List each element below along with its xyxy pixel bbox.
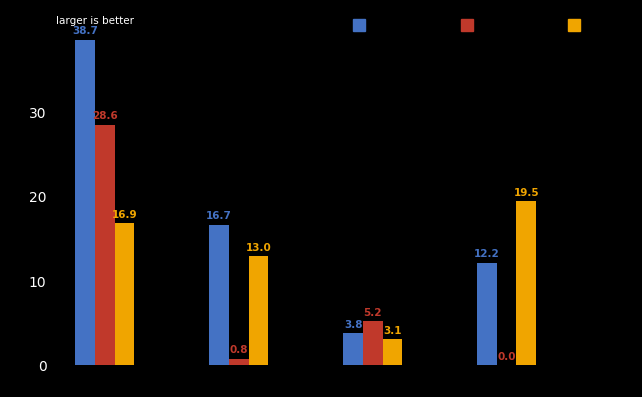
Text: 3.1: 3.1	[383, 326, 402, 336]
Text: 12.2: 12.2	[474, 249, 500, 259]
Bar	[115, 223, 134, 365]
Text: 3.8: 3.8	[344, 320, 362, 330]
Bar	[229, 358, 248, 365]
Bar	[517, 201, 536, 365]
Text: 0.0: 0.0	[498, 352, 516, 362]
Bar	[343, 333, 363, 365]
Bar	[95, 125, 115, 365]
Text: 16.9: 16.9	[112, 210, 137, 220]
Text: larger is better: larger is better	[56, 16, 134, 26]
Text: 16.7: 16.7	[206, 211, 232, 222]
Text: 5.2: 5.2	[363, 308, 382, 318]
Bar	[477, 262, 497, 365]
Text: 13.0: 13.0	[246, 243, 272, 252]
Bar	[209, 225, 229, 365]
Bar	[363, 322, 383, 365]
Text: 28.6: 28.6	[92, 111, 117, 121]
Text: 38.7: 38.7	[73, 26, 98, 36]
Bar	[248, 256, 268, 365]
Text: 0.8: 0.8	[230, 345, 248, 355]
Bar	[383, 339, 403, 365]
Text: 19.5: 19.5	[514, 188, 539, 198]
Bar	[76, 40, 95, 365]
